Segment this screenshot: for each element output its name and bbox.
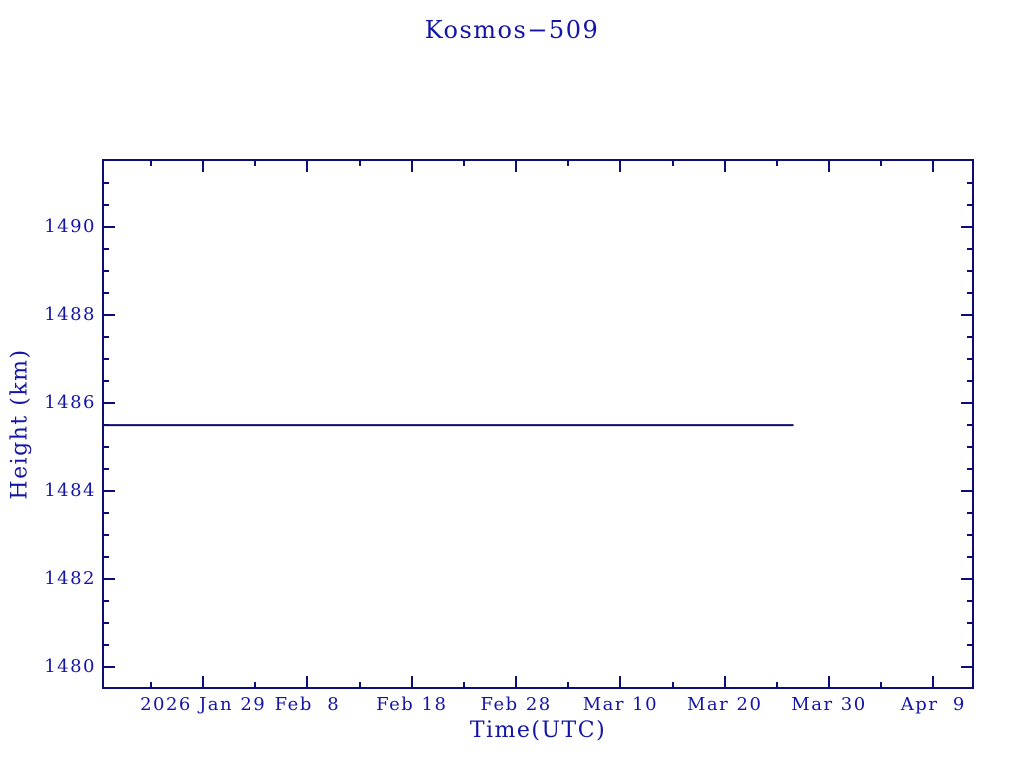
y-minor-tick	[102, 204, 109, 207]
y-minor-tick	[967, 622, 974, 625]
y-major-tick	[102, 226, 115, 229]
x-major-tick	[306, 676, 309, 689]
y-minor-tick	[102, 336, 109, 339]
y-tick-label: 1486	[44, 392, 96, 414]
x-minor-tick	[150, 682, 153, 689]
x-tick-label: Feb 28	[480, 694, 552, 715]
x-minor-tick	[150, 159, 153, 166]
y-minor-tick	[967, 336, 974, 339]
x-minor-tick	[254, 682, 257, 689]
x-major-tick	[202, 676, 205, 689]
y-major-tick	[102, 402, 115, 405]
x-major-tick	[410, 159, 413, 172]
x-major-tick	[515, 159, 518, 172]
x-major-tick	[723, 159, 726, 172]
y-tick-label: 1490	[44, 216, 96, 238]
y-tick-label: 1480	[44, 656, 96, 677]
y-minor-tick	[967, 600, 974, 603]
x-minor-tick	[567, 682, 570, 689]
y-minor-tick	[967, 468, 974, 471]
y-minor-tick	[967, 270, 974, 273]
y-minor-tick	[102, 600, 109, 603]
y-major-tick	[102, 314, 115, 317]
y-minor-tick	[967, 358, 974, 361]
plot-area	[102, 159, 974, 689]
y-major-tick	[102, 666, 115, 668]
x-tick-label: Mar 30	[791, 694, 867, 715]
y-minor-tick	[967, 644, 974, 647]
y-minor-tick	[967, 424, 974, 427]
x-tick-label: 2026 Jan 29	[140, 694, 267, 715]
y-minor-tick	[102, 468, 109, 471]
y-minor-tick	[102, 270, 109, 273]
x-major-tick	[828, 159, 830, 172]
y-minor-tick	[967, 248, 974, 251]
x-minor-tick	[671, 159, 674, 166]
y-minor-tick	[967, 534, 974, 537]
y-minor-tick	[967, 182, 974, 185]
y-tick-label: 1484	[44, 480, 96, 502]
x-minor-tick	[358, 682, 361, 689]
y-axis-label: Height (km)	[7, 348, 33, 500]
y-minor-tick	[102, 556, 109, 559]
y-minor-tick	[967, 204, 974, 207]
y-major-tick	[961, 578, 974, 581]
y-minor-tick	[102, 622, 109, 625]
x-major-tick	[932, 676, 935, 689]
x-minor-tick	[880, 682, 883, 689]
y-major-tick	[102, 490, 115, 493]
series-layer	[102, 424, 794, 427]
y-minor-tick	[967, 446, 974, 449]
y-minor-tick	[967, 512, 974, 515]
x-major-tick	[410, 676, 413, 689]
y-minor-tick	[102, 534, 109, 537]
x-tick-label: Mar 10	[582, 694, 659, 715]
x-minor-tick	[775, 159, 778, 166]
x-tick-label: Mar 20	[687, 694, 763, 715]
x-axis-label: Time(UTC)	[469, 718, 607, 743]
x-minor-tick	[462, 682, 465, 689]
x-tick-label: Feb 8	[274, 694, 341, 715]
x-major-tick	[306, 159, 309, 172]
x-tick-label: Feb 18	[376, 694, 448, 715]
y-major-tick	[961, 226, 974, 229]
x-major-tick	[515, 676, 518, 689]
y-minor-tick	[102, 446, 109, 449]
x-major-tick	[619, 676, 622, 689]
y-minor-tick	[102, 182, 109, 185]
x-major-tick	[723, 676, 726, 689]
y-minor-tick	[102, 292, 109, 295]
x-minor-tick	[880, 159, 883, 166]
y-major-tick	[961, 490, 974, 493]
x-minor-tick	[462, 159, 465, 166]
chart-title: Kosmos−509	[424, 16, 600, 44]
y-major-tick	[961, 402, 974, 405]
x-minor-tick	[358, 159, 361, 166]
y-minor-tick	[102, 248, 109, 251]
y-minor-tick	[102, 644, 109, 647]
x-major-tick	[932, 159, 935, 172]
y-major-tick	[961, 314, 974, 317]
x-minor-tick	[775, 682, 778, 689]
y-major-tick	[961, 666, 974, 668]
y-minor-tick	[967, 556, 974, 559]
x-major-tick	[202, 159, 205, 172]
x-tick-label: Apr 9	[900, 694, 966, 715]
y-minor-tick	[967, 292, 974, 295]
y-minor-tick	[102, 380, 109, 383]
y-tick-label: 1488	[44, 304, 96, 326]
y-minor-tick	[102, 512, 109, 515]
y-minor-tick	[967, 380, 974, 383]
y-major-tick	[102, 578, 115, 581]
y-minor-tick	[102, 358, 109, 361]
x-minor-tick	[567, 159, 570, 166]
x-major-tick	[619, 159, 622, 172]
x-minor-tick	[671, 682, 674, 689]
x-minor-tick	[254, 159, 257, 166]
x-major-tick	[828, 676, 830, 689]
y-tick-label: 1482	[44, 568, 96, 590]
